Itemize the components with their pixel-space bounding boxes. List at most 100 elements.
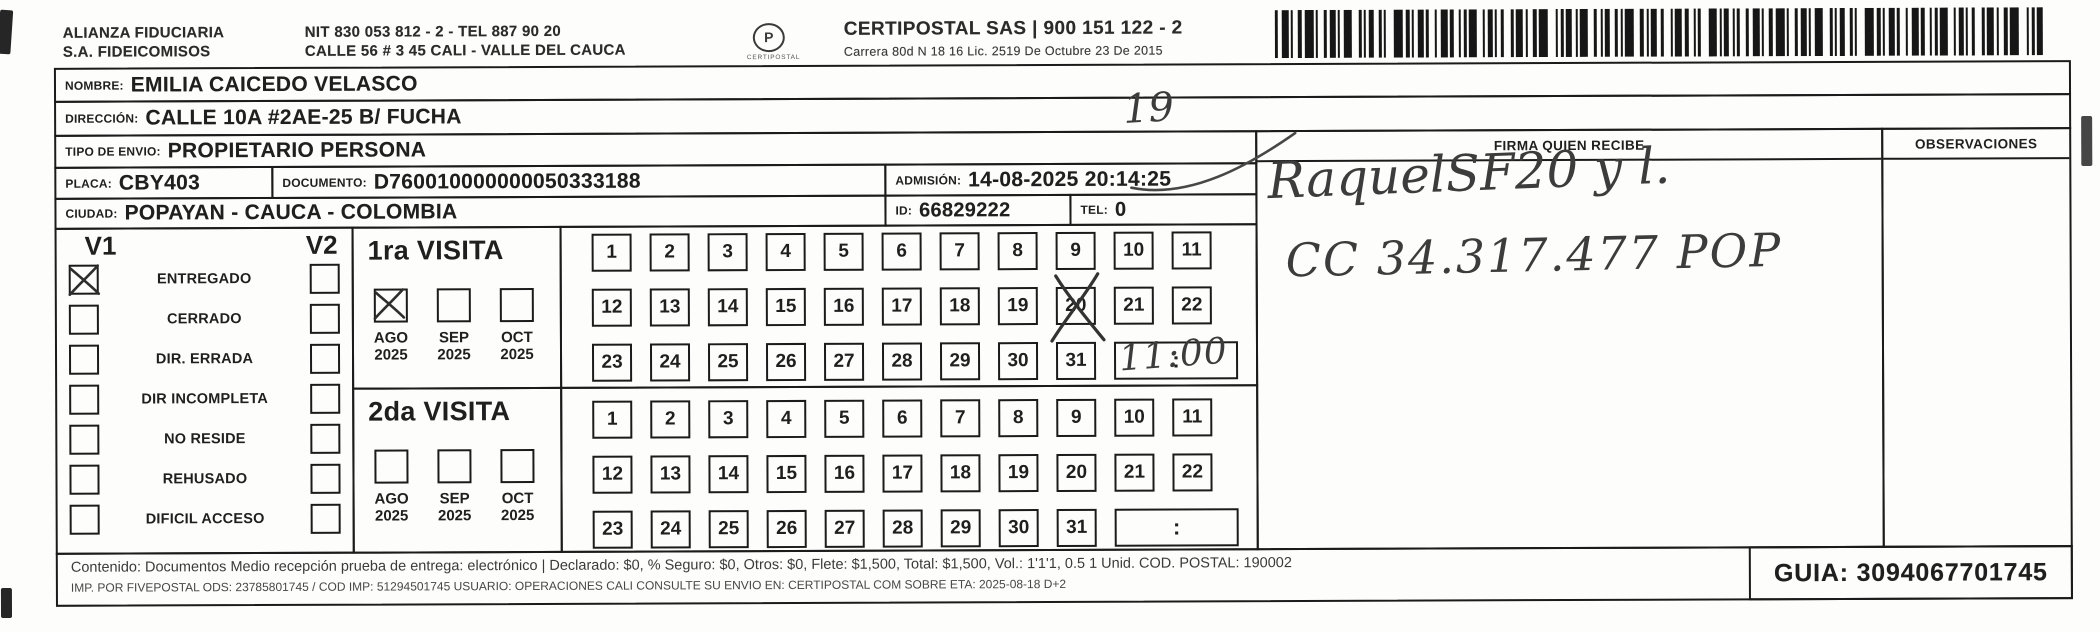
handwritten-note: 19: [1121, 84, 1176, 134]
ciudad-value: POPAYAN - CAUCA - COLOMBIA: [124, 200, 458, 225]
company-address: CALLE 56 # 3 45 CALI - VALLE DEL CAUCA: [304, 41, 626, 60]
company-name-line1: ALIANZA FIDUCIARIA: [62, 24, 225, 42]
month-ago: AGO 2025: [370, 288, 412, 364]
tipo-envio-value: PROPIETARIO PERSONA: [167, 138, 427, 163]
visit2-column-header: V2: [305, 229, 338, 260]
v1-checkbox: [68, 344, 100, 375]
carrier-info: CERTIPOSTAL SAS | 900 151 122 - 2 Carrer…: [843, 17, 1183, 61]
day-24: 24: [650, 510, 691, 549]
day-23: 23: [591, 343, 633, 382]
day-row: 12 13 14 15 16 17 18 19 20 21 22: [592, 453, 1256, 494]
day-2: 2: [649, 233, 690, 272]
day-4: 4: [766, 399, 807, 439]
day-16: 16: [824, 454, 865, 493]
v2-checkbox: [309, 263, 340, 294]
documento-label: DOCUMENTO:: [282, 175, 367, 190]
sender-contact: NIT 830 053 812 - 2 - TEL 887 90 20 CALL…: [305, 22, 626, 61]
visit1-panel: 1ra VISITA AGO 2025 SEP 2025 OCT 2025: [351, 225, 563, 390]
visit1-column-header: V1: [84, 230, 117, 261]
delivery-status-panel: V1 V2 ENTREGADO CERRADO DIR. ERRADA DIR INC…: [54, 226, 355, 555]
v1-checkbox: [69, 384, 100, 415]
nombre-value: EMILIA CAICEDO VELASCO: [130, 71, 418, 97]
v1-checkbox: [69, 424, 100, 455]
day-20: 20: [1050, 272, 1106, 343]
day-5: 5: [823, 232, 864, 271]
sender-company: ALIANZA FIDUCIARIA S.A. FIDEICOMISOS: [63, 23, 225, 62]
direccion-value: CALLE 10A #2AE-25 B/ FUCHA: [145, 105, 462, 130]
id-value: 66829222: [919, 198, 1011, 222]
status-label: DIR INCOMPLETA: [141, 390, 269, 407]
visit2-months: AGO 2025 SEP 2025 OCT 2025: [370, 448, 538, 525]
month-sep: SEP 2025: [433, 449, 475, 524]
day-18: 18: [939, 287, 980, 326]
company-name-line2: S.A. FIDEICOMISOS: [62, 43, 211, 61]
day-30: 30: [998, 509, 1039, 548]
day-15: 15: [766, 454, 807, 494]
field-id: ID: 66829222: [884, 193, 1072, 227]
day-13: 13: [649, 288, 690, 327]
month-name: SEP: [439, 490, 470, 508]
day-27: 27: [824, 509, 865, 548]
direccion-label: DIRECCIÓN:: [65, 111, 139, 126]
status-label: NO RESIDE: [164, 430, 246, 447]
field-placa: PLACA: CBY403: [54, 165, 274, 200]
scan-edge-mark: [0, 587, 13, 619]
day-24: 24: [649, 343, 691, 382]
v2-checkbox: [310, 463, 341, 494]
certipostal-logo-icon: P CERTIPOSTAL: [746, 23, 801, 62]
day-31: 31: [1056, 508, 1097, 547]
scan-edge-mark: [0, 9, 14, 55]
day-2: 2: [650, 400, 691, 439]
day-3: 3: [708, 400, 749, 439]
guia-number: GUIA: 3094067701745: [1773, 557, 2048, 587]
id-label: ID:: [895, 203, 913, 218]
month-checkbox: [374, 449, 409, 484]
day-17: 17: [881, 287, 922, 326]
field-documento: DOCUMENTO: D760010000000050333188: [271, 163, 887, 199]
status-label: DIR. ERRADA: [155, 350, 254, 367]
v1-checkbox: [68, 263, 101, 296]
handwritten-time: 11:00: [1117, 330, 1230, 380]
v2-checkbox: [310, 503, 341, 534]
month-name: AGO: [373, 329, 409, 347]
day-15: 15: [765, 287, 806, 327]
v2-checkbox: [310, 383, 341, 414]
visit2-days: 1 2 3 4 5 6 7 8 9 10 11 12 13 14 15 16 17 18 19 20 21 22 23 24 2…: [562, 386, 1257, 551]
month-oct: OCT 2025: [496, 287, 538, 363]
day-25: 25: [707, 343, 749, 382]
day-22: 22: [1172, 453, 1213, 492]
day-29: 29: [940, 509, 981, 548]
visit1-months: AGO 2025 SEP 2025 OCT 2025: [370, 287, 538, 364]
month-name: AGO: [374, 490, 409, 508]
visit1-title: 1ra VISITA: [367, 235, 504, 266]
observations-panel: OBSERVACIONES: [1881, 127, 2073, 548]
month-ago: AGO 2025: [370, 449, 412, 525]
v1-checkbox: [69, 464, 100, 495]
status-option-entregado: ENTREGADO: [68, 263, 340, 296]
v2-checkbox: [310, 423, 341, 454]
pen-flourish: [1130, 131, 1297, 192]
status-label: ENTREGADO: [156, 270, 252, 287]
day-row: 1 2 3 4 5 6 7 8 9 10 11: [591, 231, 1256, 272]
month-name: SEP: [438, 329, 469, 347]
day-6: 6: [882, 399, 923, 438]
status-option-no-reside: NO RESIDE: [69, 423, 341, 455]
tipo-envio-label: TIPO DE ENVIO:: [65, 144, 161, 159]
day-8: 8: [997, 232, 1038, 271]
day-21: 21: [1113, 286, 1154, 325]
day-4: 4: [765, 232, 806, 272]
day-11: 11: [1171, 231, 1212, 270]
scan-edge-mark: [2081, 115, 2093, 167]
day-28: 28: [882, 509, 923, 548]
company-nit: NIT 830 053 812 - 2 - TEL 887 90 20: [304, 22, 562, 41]
day-row: 12 13 14 15 16 17 18 19 20 21 22: [591, 272, 1256, 343]
carrier-name: CERTIPOSTAL SAS | 900 151 122 - 2: [843, 17, 1183, 40]
v1-checkbox: [69, 504, 100, 535]
month-checkbox: [499, 287, 534, 323]
day-7: 7: [940, 399, 981, 438]
tel-label: TEL:: [1080, 202, 1108, 217]
day-28: 28: [881, 342, 923, 381]
logo-caption: CERTIPOSTAL: [746, 53, 801, 62]
v2-checkbox: [309, 303, 340, 334]
day-9: 9: [1056, 398, 1097, 437]
